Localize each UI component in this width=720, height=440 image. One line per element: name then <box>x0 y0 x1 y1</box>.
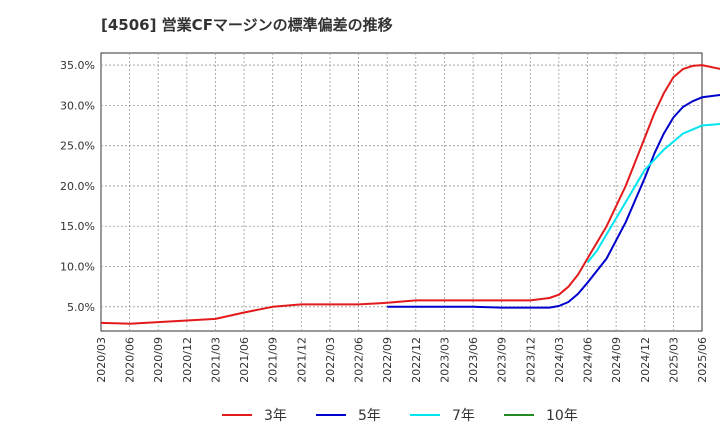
x-tick-label: 2020/12 <box>181 337 194 383</box>
legend: 3年 5年 7年 10年 <box>222 408 578 424</box>
x-tick-label: 2022/12 <box>410 337 423 383</box>
x-tick-label: 2020/09 <box>152 337 165 383</box>
x-tick-label: 2022/09 <box>381 337 394 383</box>
y-axis: 5.0% 10.0% 15.0% 20.0% 25.0% 30.0% 35.0% <box>60 59 95 314</box>
series-line-2 <box>586 122 720 264</box>
y-tick-label: 5.0% <box>67 301 95 314</box>
y-tick-label: 35.0% <box>60 59 95 72</box>
x-tick-label: 2023/09 <box>496 337 509 383</box>
x-tick-label: 2025/06 <box>696 337 709 383</box>
x-tick-label: 2021/12 <box>295 337 308 383</box>
legend-label-2: 7年 <box>452 408 475 424</box>
x-tick-label: 2024/09 <box>610 337 623 383</box>
x-tick-label: 2025/03 <box>667 337 680 383</box>
series-line-1 <box>387 94 720 309</box>
series-lines <box>100 64 720 325</box>
x-tick-label: 2023/12 <box>524 337 537 383</box>
legend-label-3: 10年 <box>546 408 578 424</box>
chart-title: [4506] 営業CFマージンの標準偏差の推移 <box>101 16 393 34</box>
x-tick-label: 2021/09 <box>267 337 280 383</box>
y-tick-label: 10.0% <box>60 261 95 274</box>
x-tick-label: 2024/12 <box>639 337 652 383</box>
series-line-0 <box>100 64 720 325</box>
legend-label-1: 5年 <box>358 408 381 424</box>
y-tick-label: 15.0% <box>60 220 95 233</box>
x-tick-label: 2020/03 <box>95 337 108 383</box>
plot-area <box>100 52 703 332</box>
x-tick-label: 2022/03 <box>324 337 337 383</box>
legend-label-0: 3年 <box>264 408 287 424</box>
x-tick-label: 2023/03 <box>438 337 451 383</box>
x-axis: 2020/03 2020/06 2020/09 2020/12 2021/03 2021/… <box>95 337 709 383</box>
x-tick-label: 2023/06 <box>467 337 480 383</box>
x-tick-label: 2021/03 <box>209 337 222 383</box>
y-tick-label: 30.0% <box>60 99 95 112</box>
x-tick-label: 2020/06 <box>124 337 137 383</box>
y-tick-label: 25.0% <box>60 140 95 153</box>
x-tick-label: 2021/06 <box>238 337 251 383</box>
x-tick-label: 2024/06 <box>582 337 595 383</box>
y-tick-label: 20.0% <box>60 180 95 193</box>
x-tick-label: 2022/06 <box>353 337 366 383</box>
x-tick-label: 2024/03 <box>553 337 566 383</box>
